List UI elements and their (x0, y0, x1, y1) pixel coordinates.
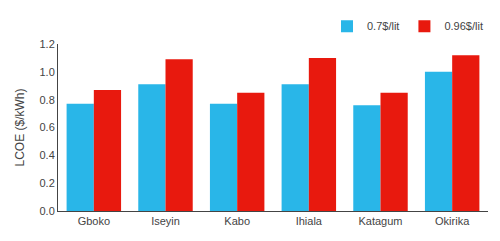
svg-text:0.4: 0.4 (40, 149, 55, 161)
svg-text:1.2: 1.2 (40, 38, 55, 50)
svg-text:Gboko: Gboko (78, 215, 110, 227)
svg-text:0.96$/lit: 0.96$/lit (444, 20, 483, 32)
svg-text:0.6: 0.6 (40, 121, 55, 133)
svg-text:LCOE ($/kWh): LCOE ($/kWh) (13, 88, 27, 166)
svg-text:0.7$/lit: 0.7$/lit (367, 20, 399, 32)
svg-text:1.0: 1.0 (40, 66, 55, 78)
svg-text:0.2: 0.2 (40, 177, 55, 189)
svg-text:Iseyin: Iseyin (151, 215, 180, 227)
svg-text:Ihiala: Ihiala (296, 215, 323, 227)
svg-text:Kabo: Kabo (224, 215, 250, 227)
svg-text:0.8: 0.8 (40, 94, 55, 106)
svg-text:Katagum: Katagum (358, 215, 402, 227)
svg-text:0.0: 0.0 (40, 205, 55, 217)
svg-text:Okirika: Okirika (435, 215, 470, 227)
